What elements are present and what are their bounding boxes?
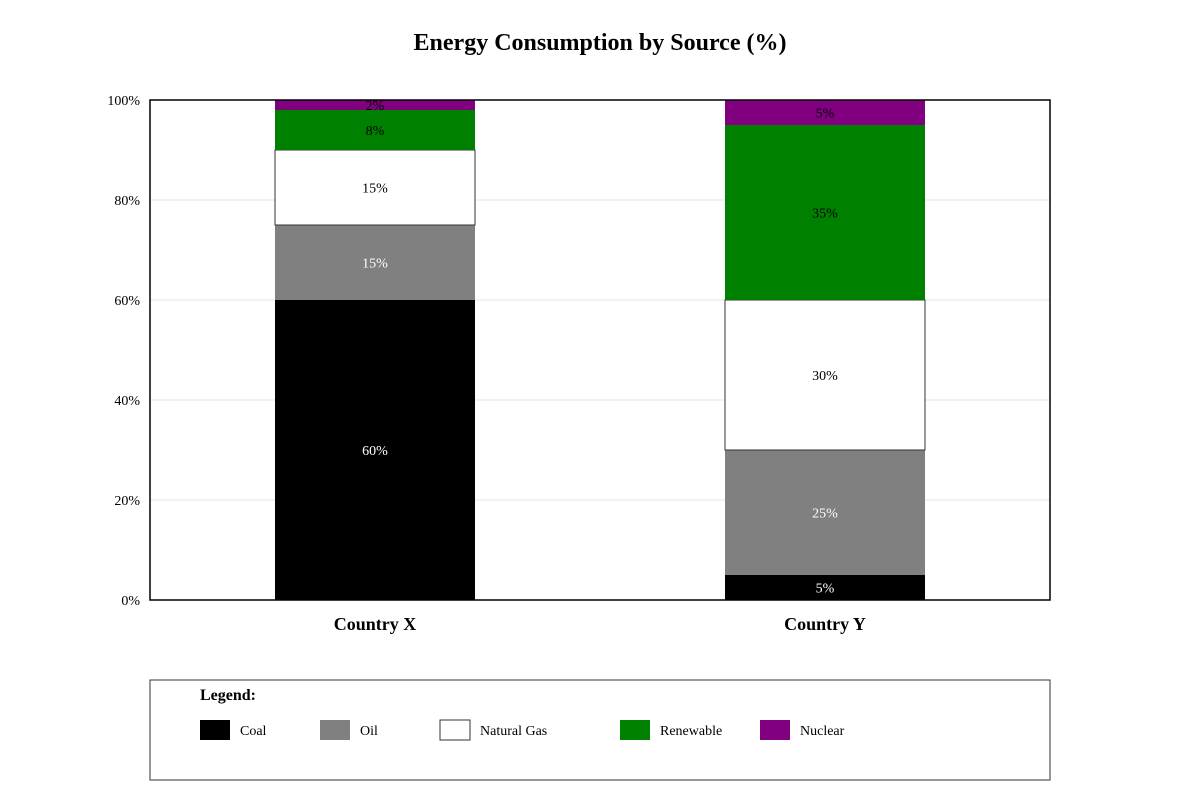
data-label: 30% [812, 369, 838, 384]
plot-frame [149, 99, 1051, 601]
legend-swatch-coal [200, 720, 230, 740]
legend: Legend: Coal Oil Natural Gas Renewable Nucle… [149, 679, 1051, 781]
bar-segment-renewable [725, 125, 925, 300]
data-label: 15% [362, 257, 388, 272]
bar-segment-coal [275, 300, 475, 600]
y-tick-label: 60% [114, 294, 140, 309]
legend-swatch-nuclear [760, 720, 790, 740]
bar-segment-oil [725, 450, 925, 575]
axes: 0% 20% 40% 60% 80% 100% Country X Country Y [107, 94, 1051, 634]
legend-label: Nuclear [800, 724, 845, 739]
data-label: 2% [366, 99, 385, 114]
chart-title: Energy Consumption by Source (%) [414, 30, 787, 56]
legend-label: Natural Gas [480, 724, 547, 739]
bar-segment-natural-gas [274, 149, 476, 226]
legend-swatch-renewable [620, 720, 650, 740]
data-label: 5% [816, 107, 835, 122]
y-tick-label: 0% [121, 594, 140, 609]
data-label: 8% [366, 124, 385, 139]
legend-label: Oil [360, 724, 378, 739]
y-tick-label: 40% [114, 394, 140, 409]
bar-segment-nuclear [275, 100, 475, 110]
x-category-label: Country Y [784, 614, 866, 634]
data-label: 5% [816, 582, 835, 597]
bar-segment-renewable [275, 110, 475, 150]
legend-swatch-natural-gas [439, 719, 471, 741]
legend-label: Renewable [660, 724, 722, 739]
bar-segment-oil [275, 225, 475, 300]
data-label: 25% [812, 507, 838, 522]
data-label: 35% [812, 207, 838, 222]
bar-segment-natural-gas [724, 299, 926, 451]
bar-segment-nuclear [725, 100, 925, 125]
y-tick-label: 80% [114, 194, 140, 209]
x-category-label: Country X [334, 614, 417, 634]
legend-swatch-oil [320, 720, 350, 740]
data-label: 15% [362, 182, 388, 197]
y-tick-label: 20% [114, 494, 140, 509]
y-tick-label: 100% [107, 94, 140, 109]
bars: 60% 15% 15% 8% 2% 5% 25% 30% 35% 5% [274, 99, 926, 600]
legend-label: Coal [240, 724, 267, 739]
data-label: 60% [362, 444, 388, 459]
bar-segment-coal [725, 575, 925, 600]
legend-box [149, 679, 1051, 781]
legend-title: Legend: [200, 687, 256, 704]
